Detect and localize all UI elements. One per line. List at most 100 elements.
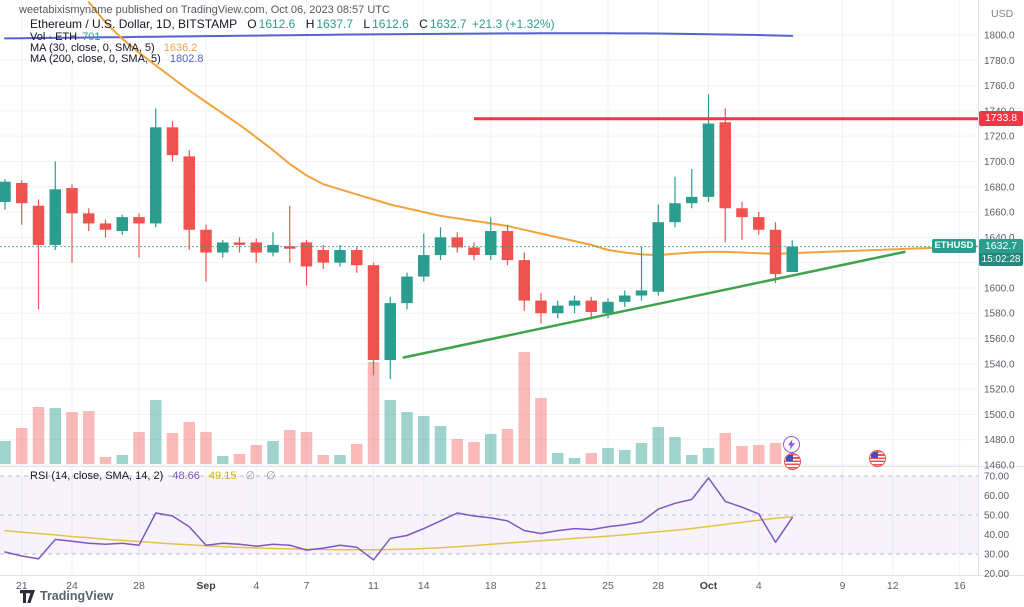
rsi-tick-label: 30.00: [984, 550, 1009, 561]
open-label: O: [247, 17, 257, 31]
time-tick-label: 12: [887, 580, 899, 592]
rsi-label: RSI (14, close, SMA, 14, 2): [30, 470, 164, 482]
support-trendline: [402, 250, 906, 359]
resistance-price-badge: 1733.8: [979, 111, 1023, 127]
candle-body: [32, 205, 45, 245]
time-tick-label: 11: [368, 580, 379, 592]
ma200-legend[interactable]: MA (200, close, 0, SMA, 5) 1802.8: [30, 53, 204, 65]
time-tick-label: 25: [602, 580, 614, 592]
price-tick-label: 1760.0: [984, 81, 1015, 92]
volume-bar: [166, 433, 179, 464]
volume-bar: [83, 411, 95, 464]
candle-body: [652, 222, 664, 292]
volume-bar: [284, 430, 296, 464]
currency-label: USD: [991, 8, 1014, 20]
price-tick-label: 1680.0: [984, 182, 1015, 193]
candle-body: [166, 127, 179, 156]
price-tick-label: 1460.0: [984, 461, 1015, 472]
volume-bar: [451, 439, 463, 464]
volume-bar: [32, 407, 45, 464]
tradingview-logo[interactable]: TradingView: [20, 589, 113, 603]
grid-layer: [0, 0, 978, 575]
rsi-legend[interactable]: RSI (14, close, SMA, 14, 2) 48.66 49.15 …: [30, 469, 280, 482]
candle-body: [518, 260, 530, 301]
candle-body: [418, 255, 430, 277]
us-flag-event-icon[interactable]: [783, 452, 801, 470]
candle-body: [485, 231, 497, 256]
volume-bar: [702, 448, 715, 464]
us-flag-event-icon[interactable]: [868, 449, 886, 467]
volume-bar: [401, 412, 413, 464]
candle-body: [786, 246, 798, 273]
candle-body: [568, 300, 581, 306]
time-tick-label: 9: [840, 580, 846, 592]
volume-bar: [736, 446, 748, 464]
volume-bar: [769, 443, 782, 464]
ma30-line: [87, 1, 978, 257]
price-tick-label: 1560.0: [984, 334, 1015, 345]
separators: [0, 0, 1024, 576]
flash-event-icon[interactable]: [782, 435, 800, 453]
volume-layer: [0, 352, 798, 464]
time-tick-label: 21: [16, 580, 28, 592]
volume-bar: [250, 445, 262, 464]
time-tick-label: 4: [253, 580, 259, 592]
candle-body: [602, 301, 614, 314]
volume-bar: [16, 428, 28, 464]
rsi-value: 48.66: [172, 470, 200, 482]
candle-body: [317, 250, 329, 263]
candle-body: [585, 300, 597, 312]
candle-body: [334, 250, 346, 263]
candle-body: [619, 295, 631, 302]
candle-body: [719, 122, 731, 209]
last-price-value: 1632.7: [979, 239, 1023, 254]
close-label: C: [419, 17, 428, 31]
last-price-badge: 1632.7 15:02:28: [979, 239, 1023, 267]
volume-bar: [501, 429, 514, 464]
volume-bar: [317, 455, 329, 464]
rsi-tick-label: 40.00: [984, 530, 1009, 541]
price-tick-label: 1540.0: [984, 359, 1015, 370]
ma30-legend[interactable]: MA (30, close, 0, SMA, 5) 1636.2: [30, 42, 197, 54]
axis-labels[interactable]: 1800.01780.01760.01740.01720.01700.01680…: [16, 31, 1015, 593]
volume-bar: [200, 432, 212, 464]
symbol-legend[interactable]: Ethereum / U.S. Dollar, 1D, BITSTAMP O 16…: [30, 17, 555, 31]
ma30-label: MA (30, close, 0, SMA, 5): [30, 42, 155, 54]
candle-body: [384, 303, 396, 361]
high-value: 1637.7: [316, 17, 354, 31]
time-tick-label: 7: [304, 580, 310, 592]
candle-body: [66, 188, 78, 214]
candle-body: [99, 223, 112, 230]
candle-body: [367, 265, 380, 361]
candle-body: [284, 246, 296, 249]
rsi-line: [4, 477, 794, 561]
candle-body: [702, 123, 715, 197]
volume-legend[interactable]: Vol · ETH 701: [30, 31, 101, 43]
price-tick-label: 1520.0: [984, 385, 1015, 396]
volume-bar: [669, 437, 681, 464]
candle-body: [686, 196, 698, 204]
price-tick-label: 1700.0: [984, 157, 1015, 168]
tradingview-mark-icon: [20, 589, 35, 603]
flag-canton: [871, 452, 878, 458]
symbol-title: Ethereum / U.S. Dollar, 1D, BITSTAMP: [30, 17, 237, 31]
volume-bar: [351, 444, 363, 464]
volume-bar: [183, 422, 195, 464]
volume-bar: [652, 427, 664, 464]
rsi-layer: [4, 477, 794, 561]
volume-bar: [585, 453, 597, 464]
volume-bar: [300, 432, 313, 464]
volume-bar: [686, 455, 698, 464]
volume-bar: [518, 352, 530, 464]
candle-body: [250, 242, 262, 253]
volume-value: 701: [82, 31, 101, 43]
volume-bar: [568, 458, 581, 464]
low-value: 1612.6: [372, 17, 409, 31]
volume-bar: [485, 434, 497, 464]
candle-body: [49, 189, 61, 245]
open-value: 1612.6: [258, 17, 296, 31]
price-tick-label: 1580.0: [984, 309, 1015, 320]
candle-body: [401, 276, 413, 304]
rsi-ma-line: [4, 515, 794, 551]
